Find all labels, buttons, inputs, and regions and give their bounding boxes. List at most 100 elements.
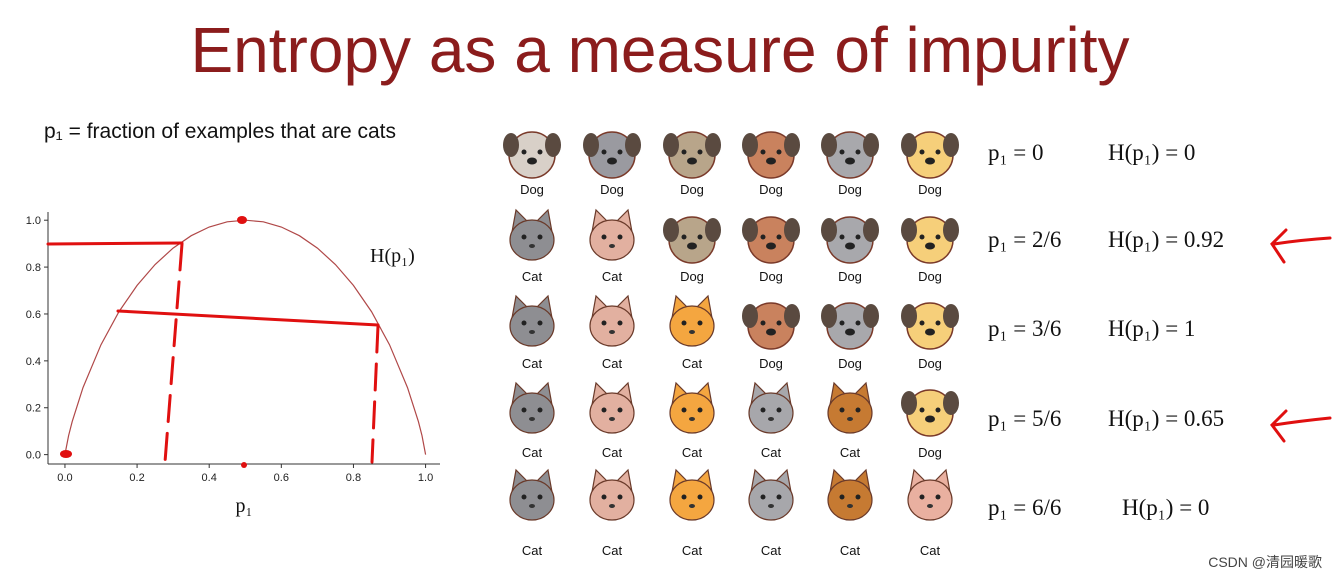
animal-label: Dog [680, 269, 704, 284]
animal-label: Dog [680, 182, 704, 197]
animal-icon [748, 468, 794, 521]
ear [742, 304, 758, 328]
nose [687, 157, 697, 165]
nose [925, 328, 935, 336]
face [907, 479, 953, 521]
ear [821, 133, 837, 157]
animal-label: Dog [759, 356, 783, 371]
animal-icon [589, 468, 635, 521]
eye [537, 234, 543, 240]
animal-label: Cat [761, 543, 782, 558]
nose [847, 504, 853, 508]
animal-icon [503, 131, 561, 179]
nose [768, 417, 774, 421]
eye [521, 320, 527, 326]
p-equation: p₁ = 3/6 [988, 316, 1061, 341]
curve-label: H(p₁) [370, 245, 415, 267]
animal-icon [663, 131, 721, 179]
animal-icon [669, 468, 715, 521]
y-tick-label: 0.8 [26, 262, 41, 274]
eye [537, 407, 543, 413]
eye [919, 320, 925, 326]
ear [821, 218, 837, 242]
animal-label: Cat [522, 269, 543, 284]
eye [681, 407, 687, 413]
annotations [46, 216, 1332, 468]
animal-icon [669, 381, 715, 434]
animal-label: Cat [602, 543, 623, 558]
animal-icon [583, 131, 641, 179]
animal-icon [748, 381, 794, 434]
animal-label: Cat [682, 356, 703, 371]
animal-icon [821, 131, 879, 179]
animal-icon [509, 468, 555, 521]
animal-icon [589, 381, 635, 434]
eye [855, 149, 861, 155]
ear [705, 218, 721, 242]
eye [776, 149, 782, 155]
animal-icon [901, 131, 959, 179]
animal-icon [821, 216, 879, 264]
eye [919, 494, 925, 500]
face [509, 392, 555, 434]
animal-grid: Dog Dog Dog Dog Dog Dog p₁ = 0 H(p₁) = 0 Cat Cat D… [503, 131, 1224, 558]
eye [839, 149, 845, 155]
nose [609, 504, 615, 508]
eye [601, 320, 607, 326]
animal-label: Cat [522, 356, 543, 371]
animal-icon [663, 216, 721, 264]
eye [776, 407, 782, 413]
animal-label: Dog [759, 269, 783, 284]
animal-label: Dog [918, 182, 942, 197]
eye [935, 407, 941, 413]
animal-label: Dog [759, 182, 783, 197]
face [509, 219, 555, 261]
eye [617, 407, 623, 413]
animal-label: Cat [602, 356, 623, 371]
nose [527, 157, 537, 165]
ear [784, 304, 800, 328]
definition-box: p₁ = fraction of examples that are cats [44, 120, 396, 143]
h-equation: H(p₁) = 1 [1108, 316, 1195, 341]
ear [663, 133, 679, 157]
animal-icon [509, 294, 555, 347]
eye [839, 234, 845, 240]
ear [901, 391, 917, 415]
eye [919, 149, 925, 155]
annotation-line [46, 241, 184, 246]
eye [919, 234, 925, 240]
nose [845, 157, 855, 165]
eye [617, 234, 623, 240]
animal-label: Cat [840, 445, 861, 460]
ear [742, 218, 758, 242]
animal-label: Dog [918, 445, 942, 460]
animal-icon [589, 294, 635, 347]
eye [776, 494, 782, 500]
eye [935, 149, 941, 155]
nose [689, 504, 695, 508]
animal-label: Dog [520, 182, 544, 197]
p-equation: p₁ = 5/6 [988, 406, 1061, 431]
ear [901, 218, 917, 242]
face [748, 392, 794, 434]
p-equation: p₁ = 0 [988, 140, 1044, 165]
animal-label: Cat [522, 445, 543, 460]
annotation-dot [237, 216, 247, 224]
animal-label: Dog [838, 269, 862, 284]
x-tick-label: 1.0 [418, 472, 433, 484]
eye [521, 494, 527, 500]
eye [697, 234, 703, 240]
eye [697, 407, 703, 413]
animal-label: Dog [838, 182, 862, 197]
nose [925, 415, 935, 423]
ear [863, 133, 879, 157]
slide-title: Entropy as a measure of impurity [190, 14, 1129, 86]
ear [503, 133, 519, 157]
eye [601, 494, 607, 500]
animal-icon [669, 294, 715, 347]
face [509, 479, 555, 521]
eye [521, 149, 527, 155]
eye [855, 234, 861, 240]
animal-label: Cat [682, 543, 703, 558]
